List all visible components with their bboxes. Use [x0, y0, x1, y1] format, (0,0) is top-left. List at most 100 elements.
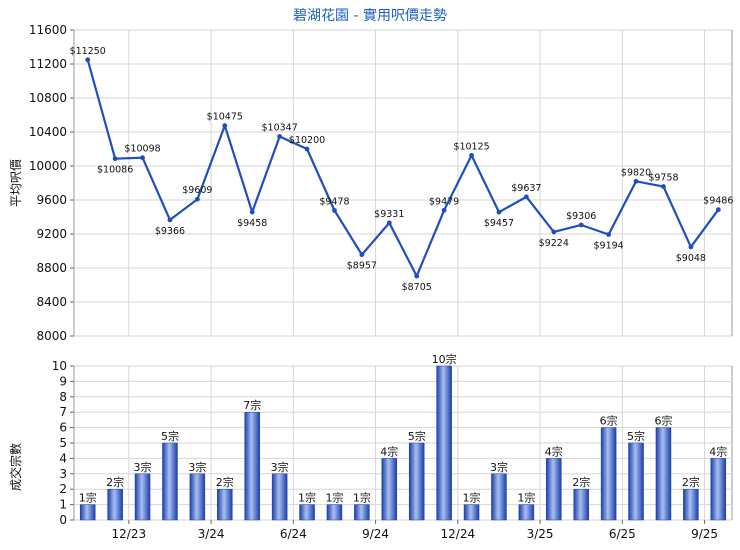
x-tick-label: 6/25: [609, 527, 636, 541]
count-bar: [518, 504, 535, 521]
price-point: [523, 194, 529, 200]
price-point: [633, 178, 639, 184]
y-tick-label: 8400: [36, 295, 67, 309]
y-tick-label: 6: [59, 421, 67, 435]
count-bar: [683, 488, 699, 521]
price-point: [441, 207, 447, 213]
price-point: [551, 229, 557, 235]
x-tick-label: 6/24: [280, 527, 307, 541]
price-data-label: $9048: [676, 253, 706, 264]
count-data-label: 5宗: [627, 429, 645, 443]
price-point: [332, 207, 337, 213]
count-bar: [600, 427, 617, 521]
y-tick-label: 7: [59, 405, 67, 419]
count-data-label: 1宗: [325, 491, 343, 505]
y-tick-label: 9: [59, 374, 67, 388]
price-point: [249, 209, 255, 215]
count-bar: [326, 504, 343, 521]
count-bar: [491, 473, 507, 521]
y-tick-label: 8000: [36, 329, 67, 343]
price-series-line: [86, 59, 720, 278]
price-data-label: $9224: [539, 238, 569, 249]
count-bar: [381, 458, 398, 521]
price-point: [414, 273, 420, 279]
chart-title: 碧湖花園 - 實用呎價走勢: [293, 7, 447, 24]
count-data-label: 1宗: [298, 491, 316, 505]
price-data-label: $10125: [453, 141, 489, 152]
count-bar: [463, 504, 480, 521]
count-bar: [628, 442, 644, 521]
x-tick-label: 3/25: [527, 527, 554, 541]
price-data-label: $10475: [207, 112, 243, 123]
price-point: [386, 220, 392, 226]
count-bar: [546, 458, 562, 521]
count-data-label: 1宗: [353, 491, 371, 505]
y-tick-label: 5: [59, 436, 67, 450]
count-data-label: 6宗: [654, 414, 672, 428]
y-tick-label: 11600: [29, 23, 67, 37]
price-point: [304, 146, 310, 152]
price-point: [496, 209, 502, 215]
price-data-label: $9458: [237, 218, 267, 229]
price-data-label: $10098: [124, 144, 160, 155]
count-bar: [710, 458, 727, 521]
price-data-label: $9479: [429, 196, 459, 207]
y-tick-label: 10000: [29, 159, 67, 173]
price-point: [661, 184, 666, 189]
price-data-label: $9366: [155, 226, 185, 237]
price-point: [167, 217, 173, 223]
count-data-label: 2宗: [106, 475, 124, 489]
count-bar: [217, 488, 233, 521]
price-data-label: $9478: [319, 196, 349, 207]
x-tick-label: 9/25: [691, 527, 718, 541]
count-bar: [573, 488, 589, 521]
count-data-label: 1宗: [517, 491, 535, 505]
count-data-label: 5宗: [161, 429, 179, 443]
count-bar: [655, 427, 672, 521]
price-data-label: $9609: [182, 185, 212, 196]
count-data-label: 10宗: [432, 352, 457, 366]
price-data-label: $11250: [70, 46, 106, 57]
y-tick-label: 10800: [29, 91, 67, 105]
count-data-label: 3宗: [134, 460, 152, 474]
count-data-label: 2宗: [572, 475, 590, 489]
count-bar: [134, 473, 151, 521]
count-bar: [408, 442, 425, 521]
count-data-label: 5宗: [408, 429, 426, 443]
y-tick-label: 1: [59, 498, 67, 512]
price-point: [469, 152, 474, 158]
count-bar: [79, 504, 96, 521]
count-data-label: 4宗: [380, 444, 398, 458]
count-bar: [271, 473, 288, 521]
y-axis-label-price: 平均呎價: [9, 159, 23, 207]
x-tick-label: 3/24: [198, 527, 225, 541]
y-tick-label: 10: [52, 359, 67, 373]
price-data-label: $9820: [621, 167, 651, 178]
y-tick-label: 8: [59, 390, 67, 404]
count-data-label: 4宗: [545, 444, 563, 458]
count-bar: [244, 411, 260, 521]
count-data-label: 1宗: [463, 491, 481, 505]
y-tick-label: 10400: [29, 125, 67, 139]
count-bar: [299, 504, 315, 521]
y-tick-label: 9600: [36, 193, 67, 207]
y-tick-label: 8800: [36, 261, 67, 275]
price-point: [112, 156, 118, 162]
price-point: [715, 207, 721, 213]
y-tick-label: 11200: [29, 57, 67, 71]
y-tick-label: 9200: [36, 227, 67, 241]
y-tick-label: 3: [59, 467, 67, 481]
count-data-label: 3宗: [271, 460, 289, 474]
count-data-label: 6宗: [600, 414, 618, 428]
count-data-label: 1宗: [79, 491, 97, 505]
count-data-label: 7宗: [243, 398, 261, 412]
price-data-label: $10200: [289, 135, 325, 146]
count-bar: [162, 442, 178, 521]
price-point: [688, 244, 694, 250]
price-point: [359, 252, 365, 258]
price-point: [194, 196, 200, 202]
x-tick-label: 12/24: [441, 527, 476, 541]
count-bar: [436, 365, 452, 521]
